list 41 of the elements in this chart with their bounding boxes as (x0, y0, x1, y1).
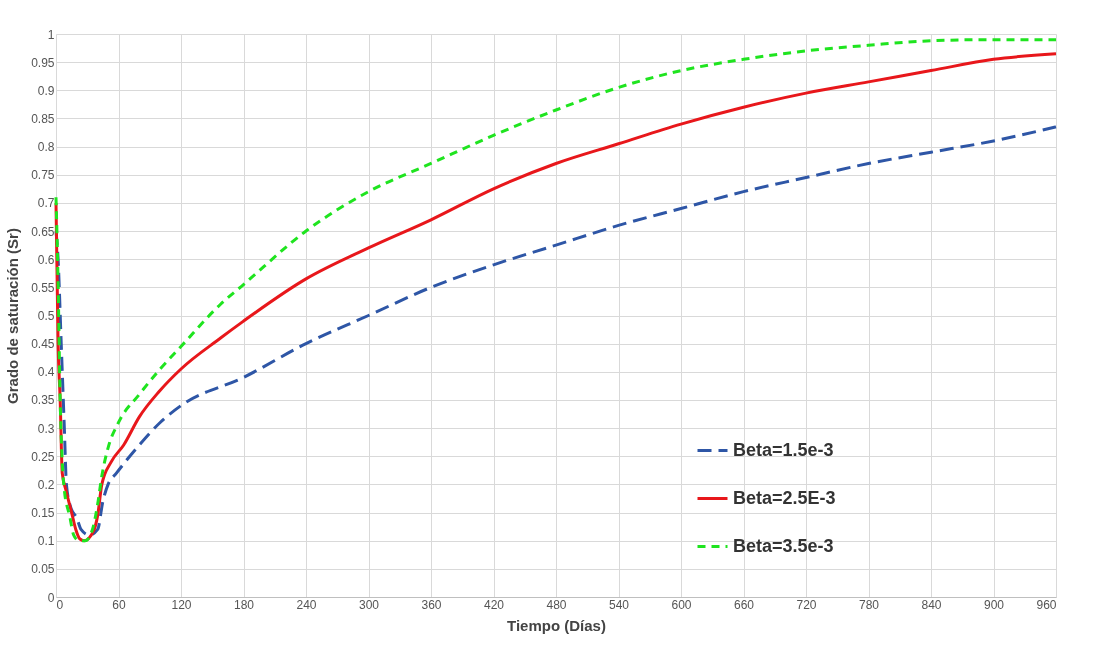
x-tick-label: 660 (733, 597, 755, 612)
y-tick-label: 0.05 (31, 562, 55, 577)
x-tick-label: 840 (921, 597, 942, 612)
y-tick-label: 0.35 (31, 393, 55, 408)
x-tick-label: 420 (483, 597, 505, 612)
y-tick-label: 0.8 (37, 140, 55, 155)
y-tick-label: 0.7 (37, 196, 55, 211)
x-tick-label: 240 (296, 597, 317, 612)
x-tick-label: 180 (233, 597, 255, 612)
y-tick-label: 1 (47, 27, 55, 42)
y-tick-label: 0.45 (31, 337, 55, 352)
x-tick-label: 960 (1036, 597, 1057, 612)
x-tick-label: 120 (171, 597, 192, 612)
legend-label: Beta=1.5e-3 (733, 439, 834, 460)
y-tick-label: 0.9 (37, 83, 55, 98)
x-tick-label: 540 (608, 597, 630, 612)
x-tick-label: 60 (112, 597, 126, 612)
legend-label: Beta=2.5E-3 (733, 487, 836, 508)
y-tick-label: 0.4 (37, 365, 55, 380)
x-tick-label: 600 (671, 597, 692, 612)
x-tick-label: 900 (983, 597, 1005, 612)
x-tick-label: 720 (796, 597, 817, 612)
y-tick-label: 0.25 (31, 449, 55, 464)
x-tick-label: 480 (546, 597, 567, 612)
y-tick-label: 0.95 (31, 55, 55, 70)
y-tick-label: 0.65 (31, 224, 55, 239)
y-tick-label: 0.2 (37, 477, 55, 492)
y-tick-label: 0.3 (37, 421, 55, 436)
y-axis-title: Grado de saturación (Sr) (4, 228, 22, 404)
x-tick-label: 780 (858, 597, 880, 612)
y-tick-label: 0.15 (31, 506, 55, 521)
y-tick-label: 0.75 (31, 168, 55, 183)
x-axis-title: Tiempo (Días) (507, 616, 606, 634)
x-tick-label: 300 (358, 597, 380, 612)
y-tick-label: 0.1 (37, 534, 55, 549)
y-tick-label: 0.55 (31, 280, 55, 295)
y-tick-label: 0.85 (31, 111, 55, 126)
y-tick-label: 0.6 (37, 252, 55, 267)
y-tick-label: 0.5 (37, 309, 55, 323)
x-tick-label: 360 (421, 597, 442, 612)
legend-label: Beta=3.5e-3 (733, 535, 834, 556)
